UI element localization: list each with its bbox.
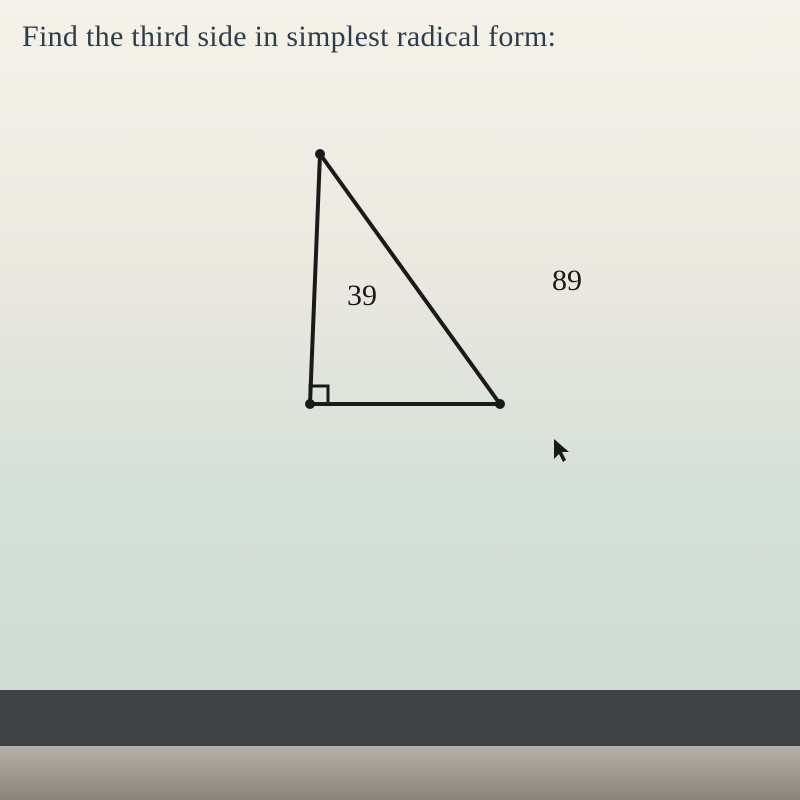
vertex-top — [315, 149, 325, 159]
side-leg-vertical — [310, 154, 320, 404]
triangle-diagram: 39 89 — [22, 144, 778, 584]
label-hypotenuse: 89 — [552, 264, 582, 298]
device-bezel — [0, 746, 800, 800]
taskbar — [0, 690, 800, 746]
vertex-bottom-left — [305, 399, 315, 409]
question-text: Find the third side in simplest radical … — [22, 20, 778, 54]
cursor-icon — [552, 437, 574, 463]
triangle-svg — [220, 144, 580, 444]
label-leg-vertical: 39 — [347, 279, 377, 313]
vertex-bottom-right — [495, 399, 505, 409]
screen-area: Find the third side in simplest radical … — [0, 0, 800, 690]
